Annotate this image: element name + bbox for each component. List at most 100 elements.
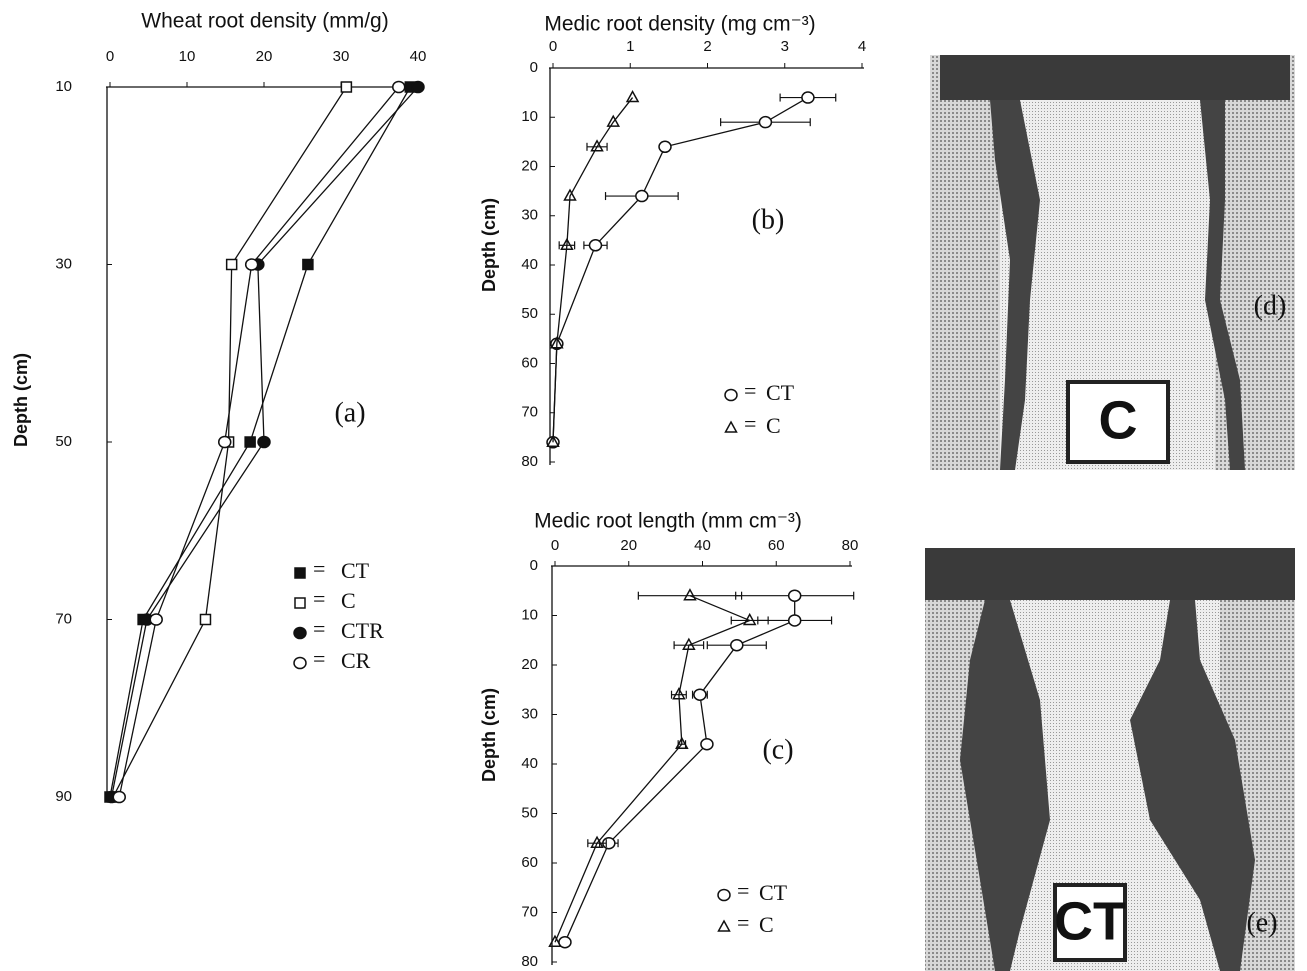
marker [718,890,730,901]
marker [245,437,255,447]
marker [393,82,405,93]
legend-label: C [766,413,781,438]
x-tick-label: 0 [551,537,559,554]
y-tick-label: 50 [521,804,538,821]
legend-label: CT [341,558,370,583]
legend-separator: = [737,878,749,903]
marker [789,590,801,601]
legend-separator: = [313,556,325,581]
y-tick-label: 20 [521,656,538,673]
legend-separator: = [313,646,325,671]
y-tick-label: 70 [55,610,72,627]
x-tick-label: 1 [626,38,634,55]
y-tick-label: 30 [521,207,538,224]
marker [113,792,125,803]
y-tick-label: 90 [55,788,72,805]
y-tick-label: 30 [521,705,538,722]
x-tick-label: 10 [179,48,196,65]
error-bar [587,143,607,151]
x-tick-label: 30 [333,48,350,65]
legend-separator: = [313,616,325,641]
chart-title: Medic root length (mm cm⁻³) [534,510,802,533]
y-tick-label: 0 [530,557,538,574]
y-tick-label: 10 [521,108,538,125]
marker [636,191,648,202]
marker [731,640,743,651]
panel-label: (a) [334,397,365,428]
marker [294,628,306,639]
legend-label: CT [766,380,795,405]
marker [627,92,638,102]
marker [295,598,305,608]
marker [412,82,424,93]
legend-separator: = [737,910,749,935]
error-bar [638,592,741,600]
y-axis-label: Depth (cm) [11,353,31,447]
y-tick-label: 50 [55,433,72,450]
x-tick-label: 0 [106,48,114,65]
photo-label: C [1099,390,1138,450]
photo-label: CT [1054,891,1126,951]
legend-label: CR [341,648,371,673]
x-tick-label: 40 [694,537,711,554]
figure: C (d) CT (e) 0102030401030507090Wheat ro… [0,0,1307,971]
marker [694,689,706,700]
y-axis-label: Depth (cm) [479,198,499,292]
y-axis-label: Depth (cm) [479,688,499,782]
marker [227,260,237,270]
x-tick-label: 20 [620,537,637,554]
y-tick-label: 20 [521,157,538,174]
y-tick-label: 30 [55,255,72,272]
marker [246,259,258,270]
y-tick-label: 10 [55,78,72,95]
error-bar [731,616,768,624]
y-tick-label: 50 [521,305,538,322]
legend-label: CTR [341,618,384,643]
marker [726,422,737,432]
marker [150,614,162,625]
photo-caption: (d) [1254,290,1287,321]
photo-d: C (d) [930,55,1295,470]
marker [200,615,210,625]
marker [295,568,305,578]
x-tick-label: 4 [858,38,866,55]
y-tick-label: 10 [521,606,538,623]
marker [303,260,313,270]
x-tick-label: 80 [842,537,859,554]
x-tick-label: 3 [781,38,789,55]
y-tick-label: 40 [521,755,538,772]
marker [789,615,801,626]
marker [802,92,814,103]
y-tick-label: 80 [521,453,538,470]
y-tick-label: 60 [521,854,538,871]
marker [659,141,671,152]
marker [759,117,771,128]
marker [719,921,730,931]
panel-label: (c) [762,734,793,765]
chart-title: Wheat root density (mm/g) [141,10,388,33]
chart-title: Medic root density (mg cm⁻³) [544,13,815,36]
x-tick-label: 0 [549,38,557,55]
photo-caption: (e) [1246,907,1277,938]
legend-separator: = [744,411,756,436]
y-tick-label: 70 [521,903,538,920]
legend-label: CT [759,880,788,905]
legend-separator: = [744,378,756,403]
photo-e: CT (e) [925,548,1295,971]
y-tick-label: 0 [530,59,538,76]
marker [725,390,737,401]
x-tick-label: 60 [768,537,785,554]
panel-label: (b) [752,204,785,235]
legend-label: C [341,588,356,613]
marker [258,437,270,448]
chart: 0 20 40 60 80 0 10 20 30 40 50 60 70 80 Medic root len… [479,510,859,970]
y-tick-label: 70 [521,404,538,421]
marker [294,658,306,669]
x-tick-label: 2 [703,38,711,55]
marker [684,590,695,600]
marker [701,739,713,750]
y-tick-label: 60 [521,354,538,371]
y-tick-label: 80 [521,953,538,970]
